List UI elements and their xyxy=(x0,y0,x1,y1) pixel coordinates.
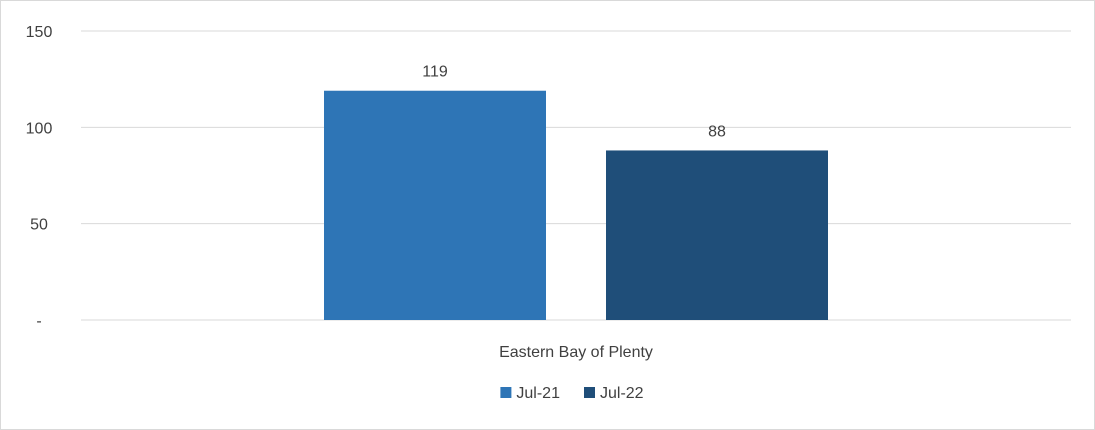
x-tick-label: Eastern Bay of Plenty xyxy=(499,344,653,361)
x-axis-ticks: Eastern Bay of Plenty xyxy=(499,344,653,361)
y-axis-ticks: - 50 100 150 xyxy=(26,24,53,330)
y-tick-label: 150 xyxy=(26,24,53,41)
bar-jul-21 xyxy=(324,91,546,320)
legend-item-jul-22[interactable]: Jul-22 xyxy=(584,385,644,402)
y-tick-label: 50 xyxy=(30,217,48,234)
legend[interactable]: Jul-21 Jul-22 xyxy=(500,385,643,402)
y-tick-label: - xyxy=(36,313,41,330)
data-label: 119 xyxy=(422,64,448,81)
bar-jul-22 xyxy=(606,150,828,320)
data-label: 88 xyxy=(708,123,726,140)
legend-label: Jul-21 xyxy=(516,385,560,402)
y-tick-label: 100 xyxy=(26,120,53,137)
bars xyxy=(324,91,828,320)
gridlines xyxy=(81,31,1071,320)
legend-swatch xyxy=(584,387,595,398)
legend-item-jul-21[interactable]: Jul-21 xyxy=(500,385,560,402)
legend-swatch xyxy=(500,387,511,398)
legend-label: Jul-22 xyxy=(600,385,644,402)
